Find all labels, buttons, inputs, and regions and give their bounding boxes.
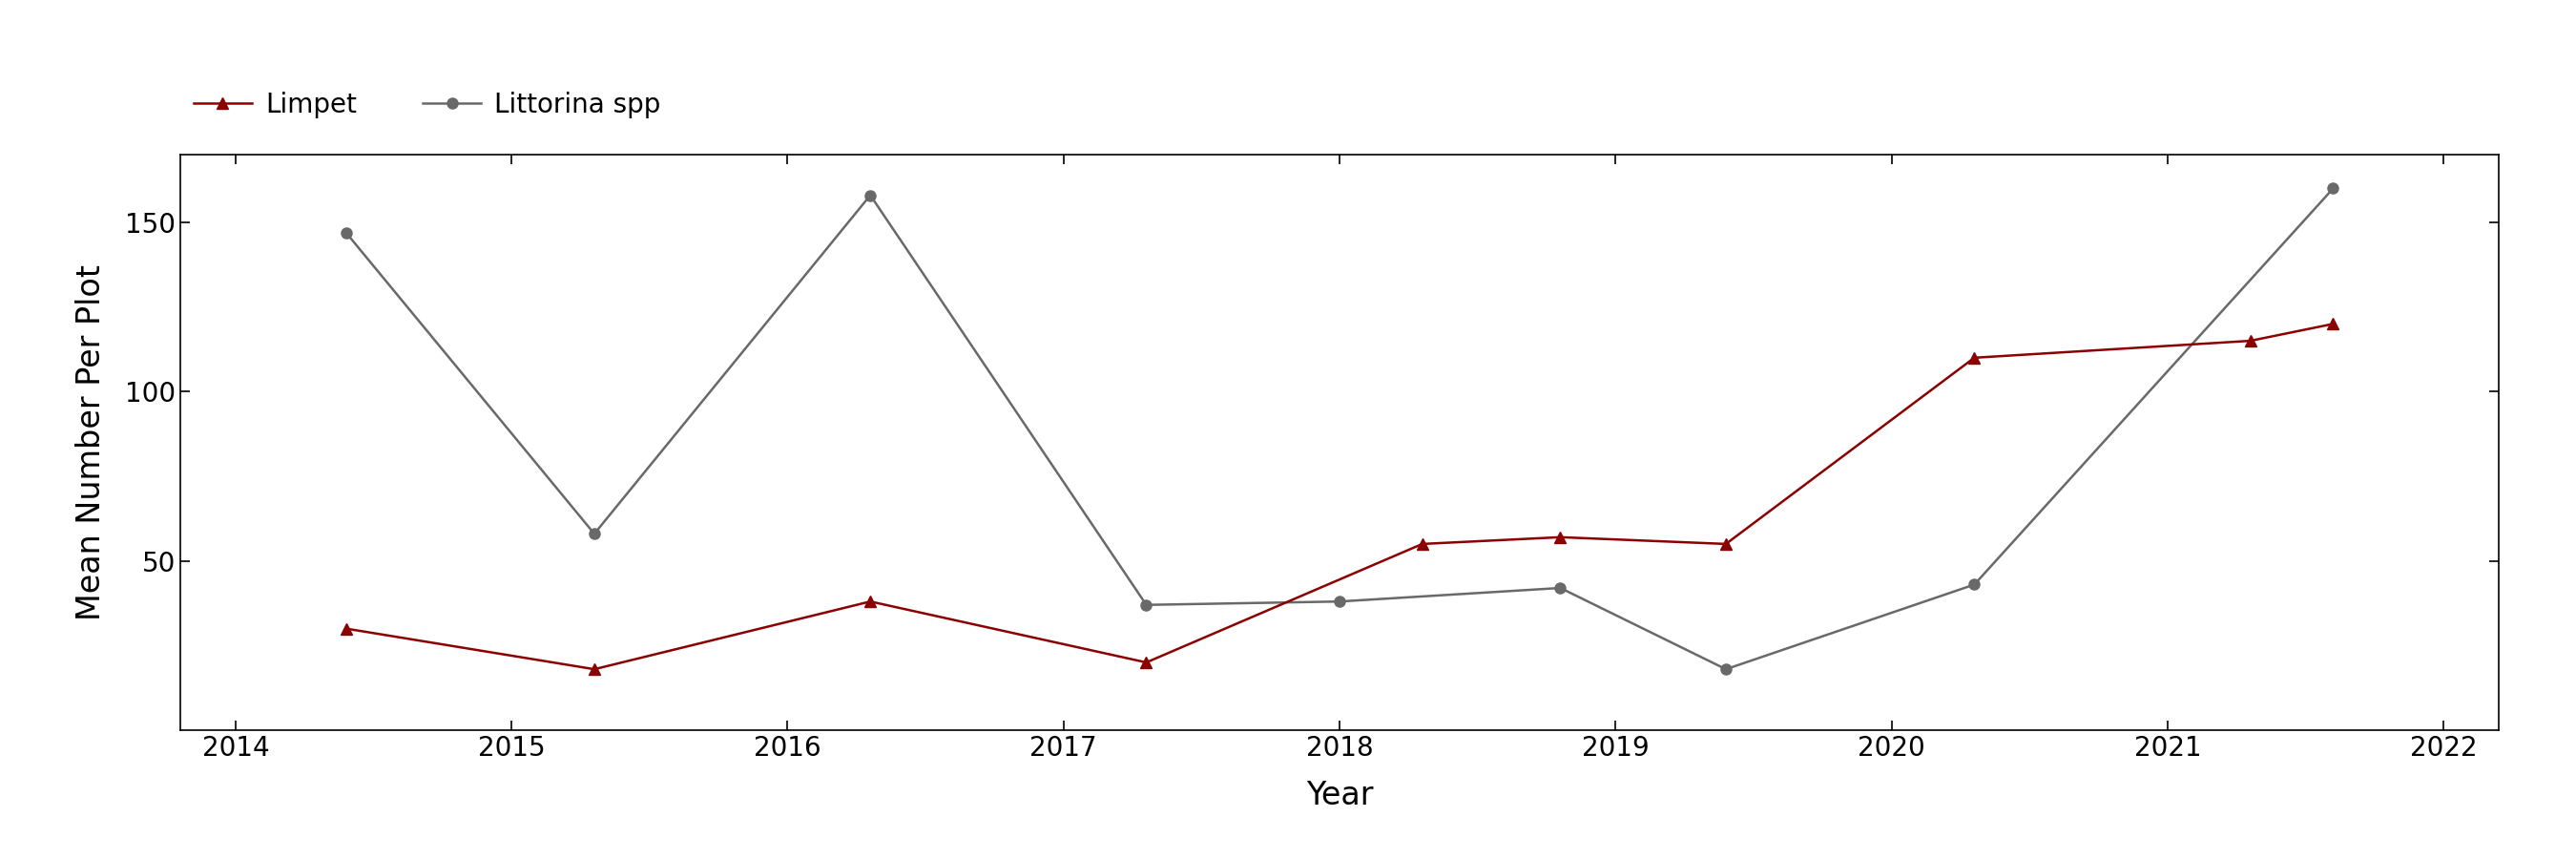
Littorina spp [1710,664,1741,674]
Littorina spp [855,190,886,200]
Littorina spp [1324,596,1355,606]
Legend: Limpet, Littorina spp: Limpet, Littorina spp [193,92,662,119]
Limpet [1710,539,1741,549]
Limpet [1546,532,1577,542]
Limpet [855,596,886,606]
Y-axis label: Mean Number Per Plot: Mean Number Per Plot [75,265,106,620]
Line: Littorina spp: Littorina spp [340,183,2339,674]
Littorina spp [1958,580,1989,590]
Littorina spp [330,228,361,238]
Littorina spp [1131,600,1162,610]
Littorina spp [2318,183,2349,193]
Limpet [2236,336,2267,346]
Line: Limpet: Limpet [340,318,2339,675]
Limpet [330,624,361,634]
Limpet [1406,539,1437,549]
Littorina spp [580,528,611,539]
Limpet [1958,352,1989,362]
X-axis label: Year: Year [1306,780,1373,812]
Limpet [2318,319,2349,329]
Littorina spp [1546,582,1577,593]
Limpet [580,664,611,674]
Limpet [1131,657,1162,667]
